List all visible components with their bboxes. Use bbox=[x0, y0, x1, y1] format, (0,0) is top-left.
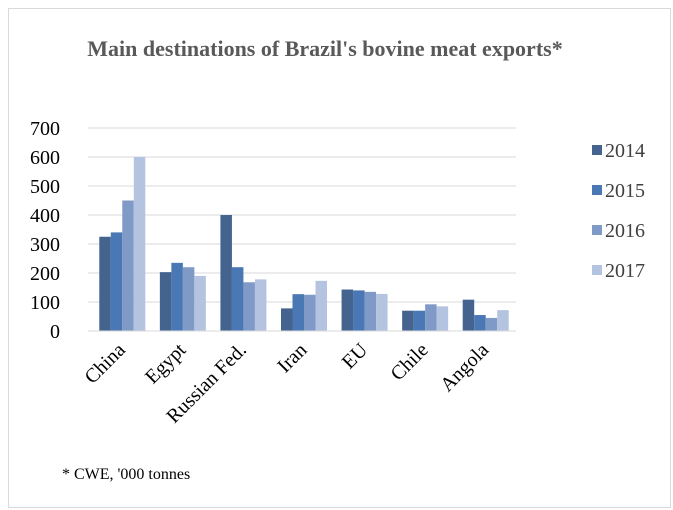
legend-swatch bbox=[592, 185, 602, 195]
bar bbox=[474, 315, 486, 331]
y-tick-label: 400 bbox=[30, 205, 60, 227]
y-tick-label: 300 bbox=[30, 234, 60, 256]
y-tick-label: 200 bbox=[30, 263, 60, 285]
bar bbox=[159, 272, 172, 331]
bars bbox=[99, 157, 509, 331]
y-tick-label: 500 bbox=[30, 176, 60, 198]
legend-label: 2015 bbox=[605, 180, 645, 202]
x-tick-label: Iran bbox=[273, 339, 311, 377]
bar bbox=[341, 289, 354, 331]
legend-label: 2014 bbox=[605, 140, 645, 162]
bar bbox=[182, 267, 195, 331]
bar bbox=[133, 157, 146, 331]
bar bbox=[497, 310, 509, 331]
bar bbox=[436, 306, 449, 331]
y-tick-label: 0 bbox=[50, 321, 60, 343]
x-tick-label: Angola bbox=[436, 339, 493, 396]
legend-swatch bbox=[592, 145, 602, 155]
bar bbox=[364, 291, 377, 331]
gridlines bbox=[88, 127, 516, 303]
legend-swatch bbox=[592, 265, 602, 275]
bar bbox=[315, 280, 327, 331]
bar bbox=[243, 282, 255, 331]
bar bbox=[110, 232, 123, 331]
x-tick-label: EU bbox=[338, 339, 373, 374]
bar bbox=[171, 262, 183, 331]
bar bbox=[122, 200, 134, 331]
legend: 2014 2015 2016 2017 bbox=[592, 140, 645, 282]
bar bbox=[402, 310, 414, 331]
bar bbox=[413, 310, 426, 331]
x-tick-label: Chile bbox=[386, 339, 432, 385]
y-tick-label: 100 bbox=[30, 292, 60, 314]
y-tick-label: 600 bbox=[30, 147, 60, 169]
footnote: * CWE, '000 tonnes bbox=[62, 466, 191, 483]
bar bbox=[254, 279, 267, 331]
x-tick-label: Egypt bbox=[141, 339, 191, 389]
bar bbox=[231, 267, 244, 331]
legend-swatch bbox=[592, 225, 602, 235]
bar bbox=[281, 308, 293, 331]
bar bbox=[220, 215, 232, 331]
bar bbox=[353, 290, 365, 331]
chart-title: Main destinations of Brazil's bovine mea… bbox=[87, 36, 563, 61]
bar bbox=[304, 294, 316, 331]
y-axis-ticks: 0 100 200 300 400 500 600 700 bbox=[30, 118, 60, 343]
legend-label: 2017 bbox=[605, 260, 645, 282]
legend-label: 2016 bbox=[605, 220, 645, 242]
bar bbox=[194, 275, 206, 331]
bar bbox=[462, 299, 475, 331]
bar bbox=[485, 317, 498, 331]
bar bbox=[99, 236, 111, 331]
x-tick-label: China bbox=[80, 339, 129, 388]
y-tick-label: 700 bbox=[30, 118, 60, 140]
bar bbox=[376, 293, 388, 331]
bar bbox=[292, 294, 304, 331]
bar bbox=[425, 304, 437, 331]
